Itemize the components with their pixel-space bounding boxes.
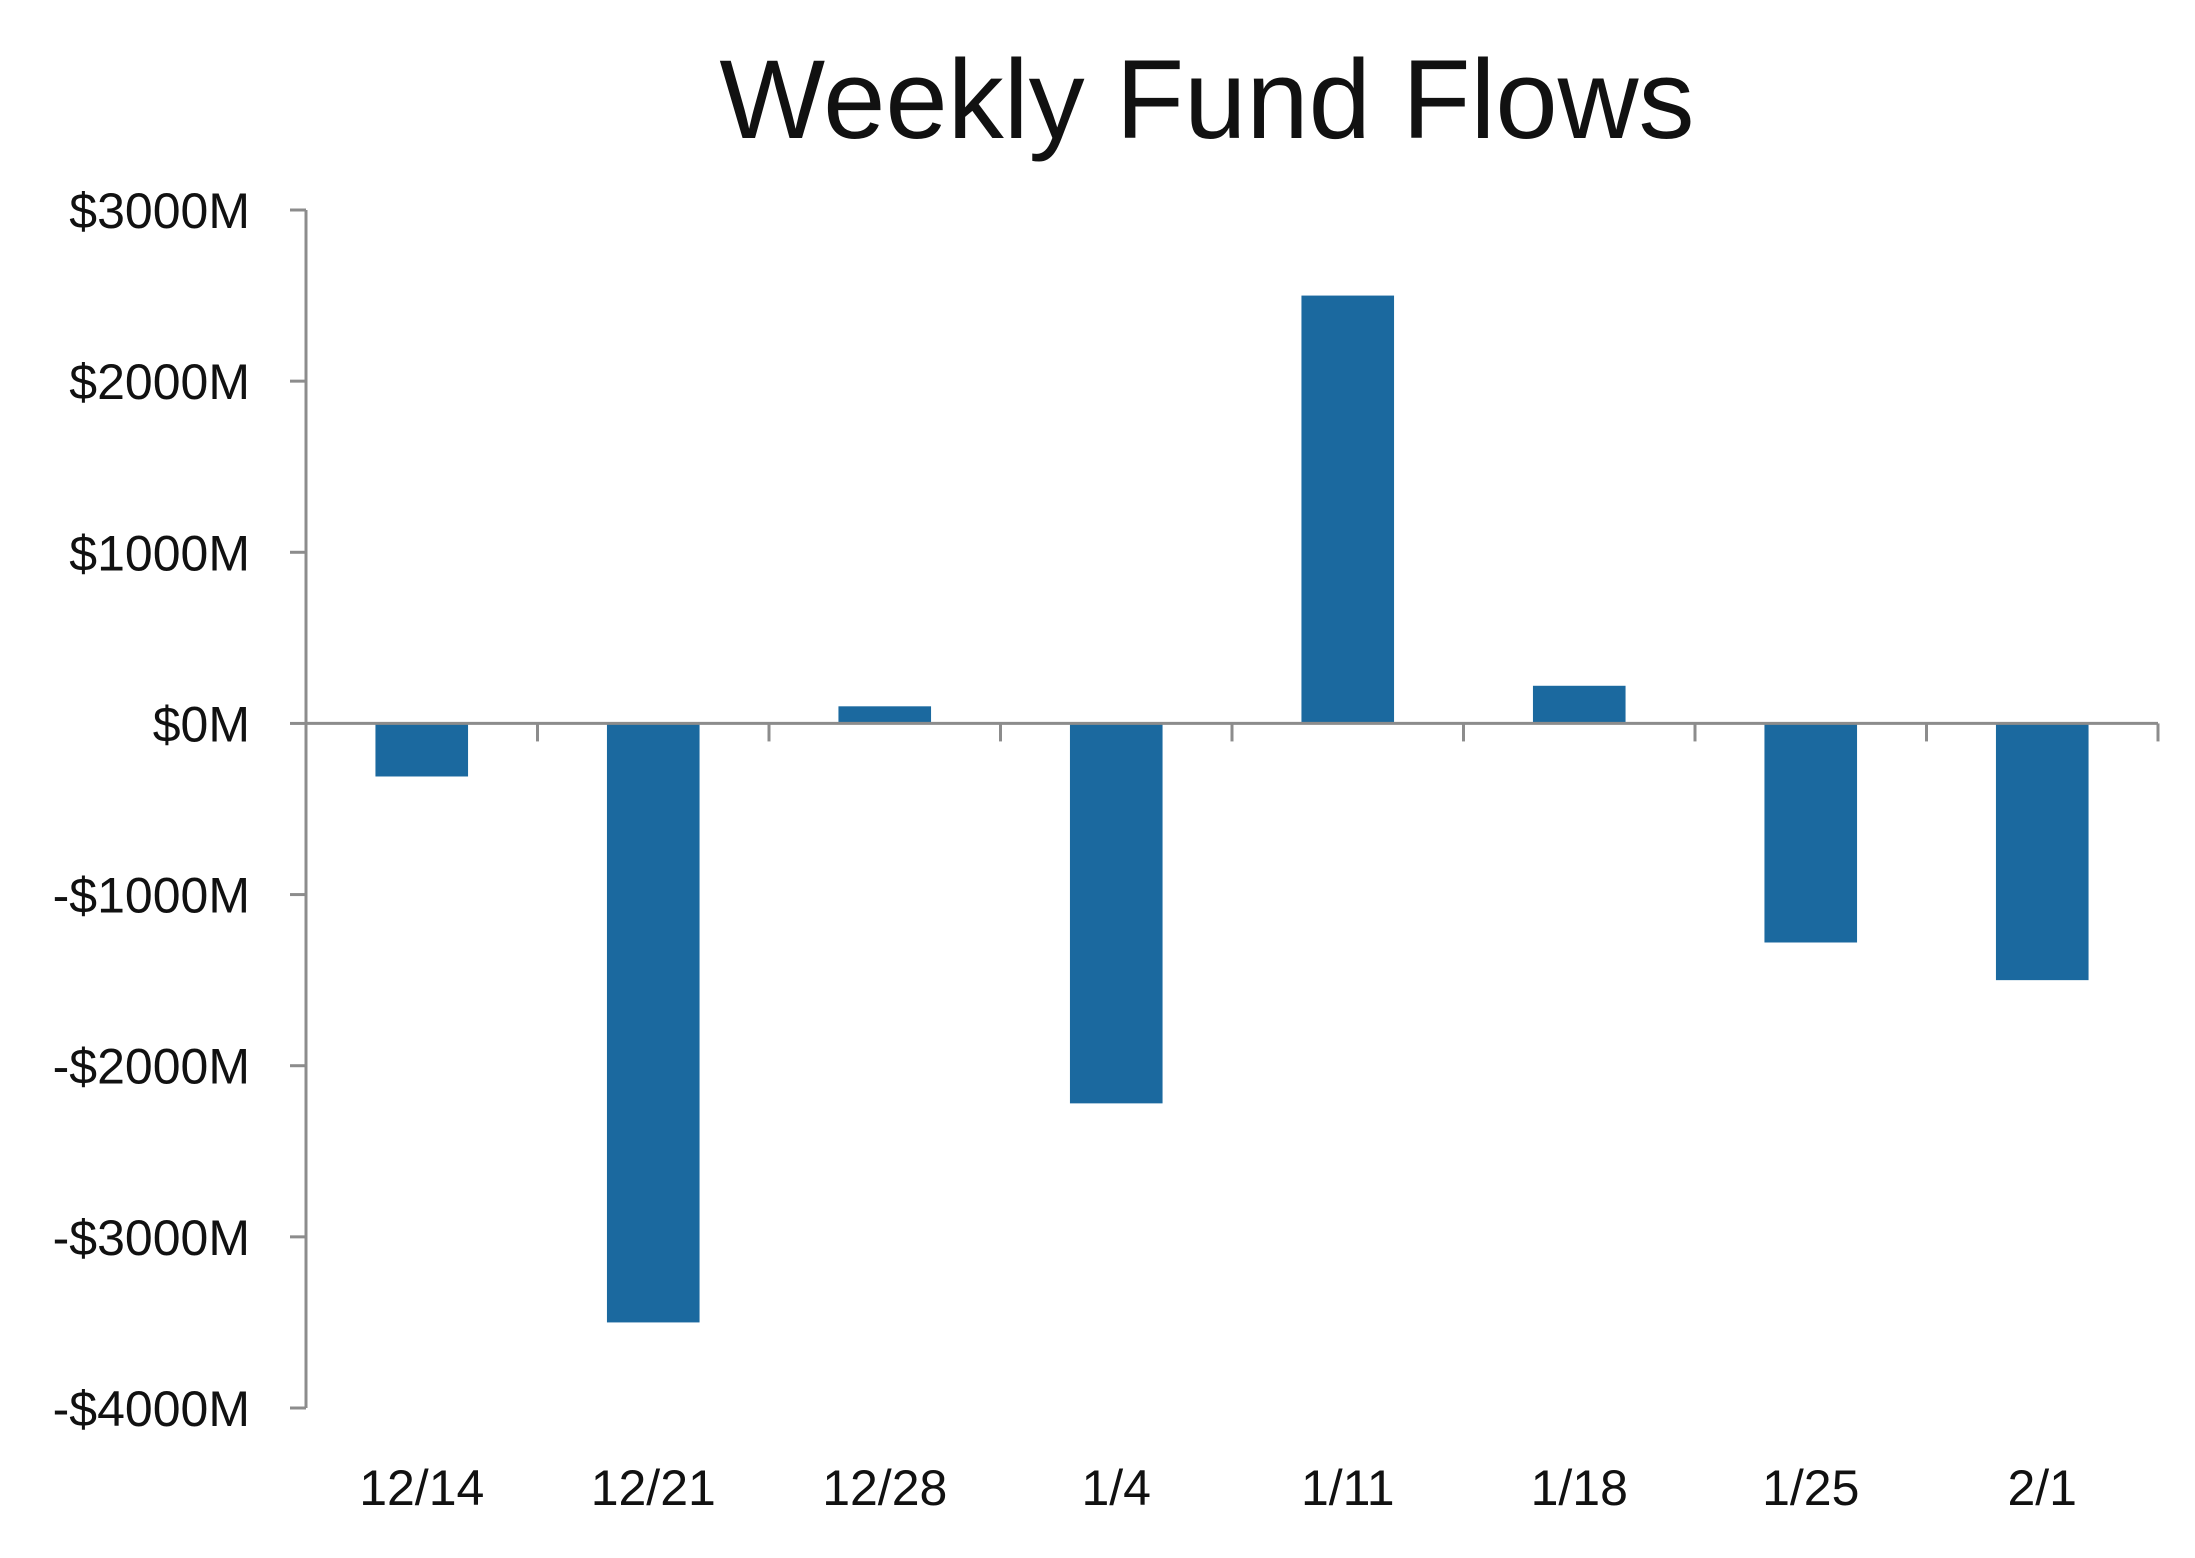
y-tick-label: $0M <box>153 696 250 752</box>
y-axis-ticks: $3000M $2000M $1000M $0M -$1000M -$2000M -$300… <box>53 183 306 1437</box>
y-tick-label: -$4000M <box>53 1381 250 1437</box>
x-tick-label: 1/25 <box>1762 1460 1859 1516</box>
bar-12-21 <box>606 723 700 1323</box>
y-tick-label: -$3000M <box>53 1210 250 1266</box>
bars <box>375 295 2089 1323</box>
y-tick-label: $3000M <box>69 183 250 239</box>
x-axis-tick-labels: 12/14 12/21 12/28 1/4 1/11 1/18 1/25 2/1 <box>359 1460 2077 1516</box>
x-tick-label: 1/4 <box>1081 1460 1151 1516</box>
bar-1-11 <box>1301 295 1395 724</box>
bar-1-18 <box>1532 685 1626 724</box>
bar-2-1 <box>1995 723 2089 981</box>
y-tick-label: -$1000M <box>53 868 250 924</box>
x-tick-label: 12/21 <box>591 1460 716 1516</box>
y-tick-label: -$2000M <box>53 1039 250 1095</box>
bar-1-4 <box>1069 723 1163 1104</box>
chart-title: Weekly Fund Flows <box>719 37 1694 162</box>
y-tick-label: $1000M <box>69 525 250 581</box>
x-tick-label: 1/18 <box>1531 1460 1628 1516</box>
x-tick-label: 1/11 <box>1301 1460 1395 1516</box>
bar-1-25 <box>1764 723 1858 943</box>
x-tick-label: 2/1 <box>2007 1460 2077 1516</box>
x-tick-label: 12/28 <box>822 1460 947 1516</box>
x-axis <box>306 721 2160 742</box>
y-tick-label: $2000M <box>69 354 250 410</box>
bar-12-14 <box>375 723 469 777</box>
bar-12-28 <box>838 706 932 724</box>
x-tick-label: 12/14 <box>359 1460 484 1516</box>
